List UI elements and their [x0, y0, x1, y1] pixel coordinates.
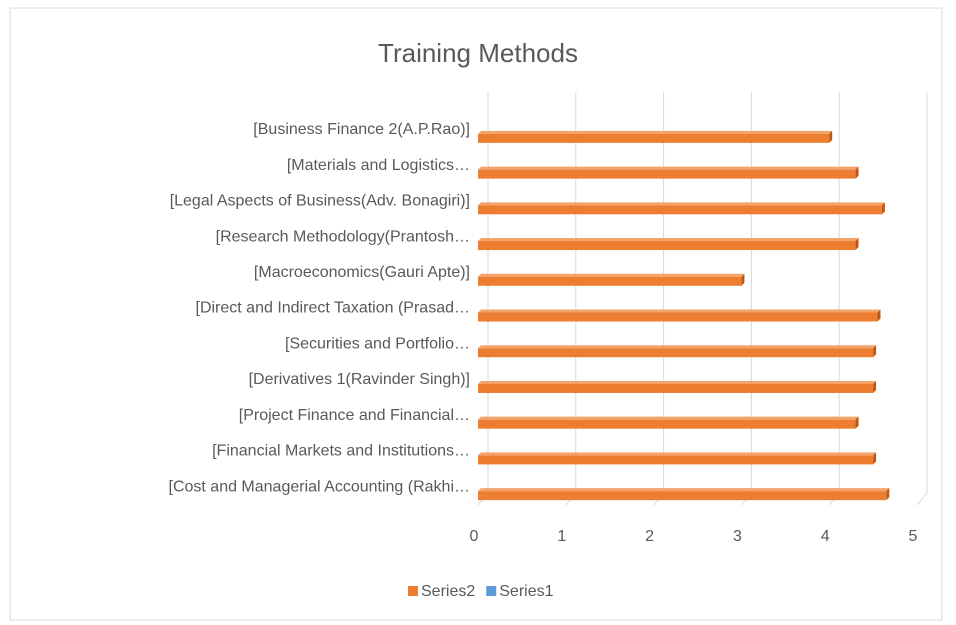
- y-tick-label: [Cost and Managerial Accounting (Rakhi…: [169, 478, 471, 495]
- y-tick-label: [Securities and Portfolio…: [285, 335, 470, 352]
- bar: [478, 491, 887, 501]
- bar-top: [478, 238, 859, 242]
- bar: [478, 455, 874, 465]
- legend-swatch: [408, 586, 418, 596]
- bar: [478, 348, 874, 358]
- bar: [478, 276, 742, 286]
- bar-top: [478, 273, 745, 277]
- x-tick-label: 3: [733, 528, 742, 545]
- y-tick-label: [Materials and Logistics…: [287, 157, 470, 174]
- bar-side: [873, 452, 877, 465]
- legend-label: Series2: [421, 583, 475, 600]
- bar-side: [855, 238, 859, 251]
- y-tick-label: [Financial Markets and Institutions…: [212, 443, 470, 460]
- bar-top: [478, 380, 877, 384]
- y-tick-label: [Business Finance 2(A.P.Rao)]: [253, 121, 470, 138]
- bar-side: [881, 202, 885, 215]
- x-tick-label: 2: [645, 528, 654, 545]
- y-tick-label: [Direct and Indirect Taxation (Prasad…: [196, 300, 471, 317]
- bar: [478, 169, 856, 179]
- y-tick-label: [Macroeconomics(Gauri Apte)]: [254, 264, 470, 281]
- x-tick-label: 1: [557, 528, 566, 545]
- x-tick-label: 4: [821, 528, 830, 545]
- bar-side: [855, 416, 859, 429]
- grid-line: [916, 92, 928, 506]
- bar-top: [478, 166, 859, 170]
- bar-top: [478, 345, 877, 349]
- bar: [478, 383, 874, 393]
- bar-top: [478, 309, 881, 313]
- bar-side: [873, 380, 877, 393]
- bar-side: [873, 345, 877, 358]
- y-tick-label: [Research Methodology(Prantosh…: [216, 228, 470, 245]
- x-tick-label: 0: [470, 528, 479, 545]
- chart-title: Training Methods: [378, 38, 578, 68]
- bar-side: [741, 273, 745, 286]
- bar-top: [478, 130, 833, 134]
- bar: [478, 205, 882, 215]
- bar: [478, 312, 878, 322]
- bar-side: [877, 309, 881, 322]
- bar-side: [855, 166, 859, 179]
- bar-top: [478, 416, 859, 420]
- legend-label: Series1: [499, 583, 553, 600]
- bar-top: [478, 452, 877, 456]
- bar-side: [886, 488, 890, 501]
- y-tick-label: [Legal Aspects of Business(Adv. Bonagiri…: [170, 193, 470, 210]
- bar-top: [478, 488, 890, 492]
- bar: [478, 241, 856, 251]
- y-tick-label: [Derivatives 1(Ravinder Singh)]: [249, 371, 470, 388]
- x-tick-label: 5: [909, 528, 918, 545]
- bar: [478, 419, 856, 429]
- y-tick-label: [Project Finance and Financial…: [239, 407, 470, 424]
- bar-side: [829, 130, 833, 143]
- bar-top: [478, 202, 885, 206]
- legend-swatch: [486, 586, 497, 596]
- bar: [478, 133, 830, 143]
